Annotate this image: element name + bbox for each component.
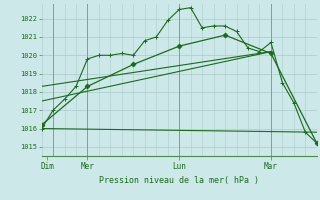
X-axis label: Pression niveau de la mer( hPa ): Pression niveau de la mer( hPa ) bbox=[99, 176, 259, 185]
